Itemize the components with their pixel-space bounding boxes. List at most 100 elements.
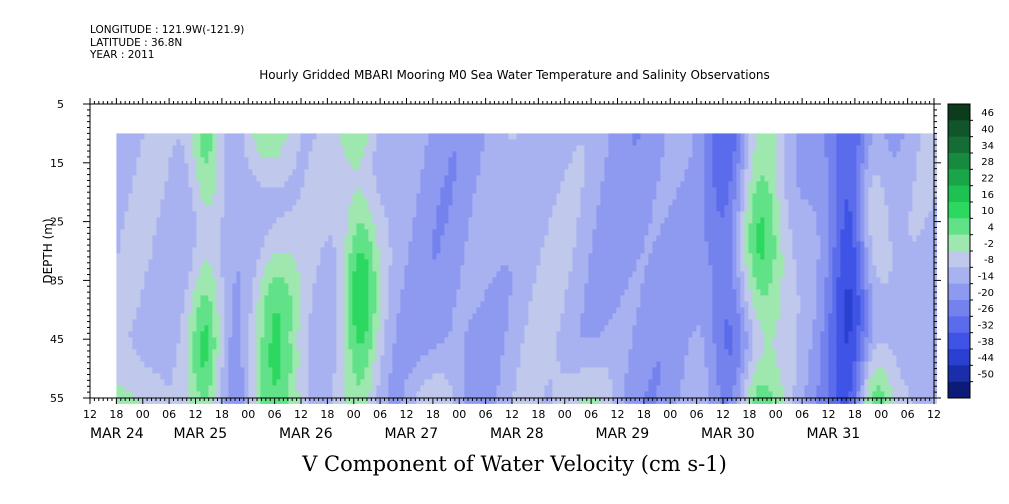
heatmap-cell xyxy=(296,277,301,284)
heatmap-cell xyxy=(492,355,497,362)
heatmap-cell xyxy=(436,139,441,146)
heatmap-cell xyxy=(272,145,277,152)
heatmap-cell xyxy=(224,307,229,314)
heatmap-cell xyxy=(376,133,381,140)
heatmap-cell xyxy=(268,229,273,236)
heatmap-cell xyxy=(248,295,253,302)
heatmap-cell xyxy=(552,265,557,272)
heatmap-cell xyxy=(332,163,337,170)
heatmap-cell xyxy=(308,295,313,302)
heatmap-cell xyxy=(168,151,173,158)
heatmap-cell xyxy=(316,217,321,224)
heatmap-cell xyxy=(456,391,461,398)
heatmap-cell xyxy=(392,283,397,290)
heatmap-cell xyxy=(144,301,149,308)
heatmap-cell xyxy=(504,211,509,218)
heatmap-cell xyxy=(316,289,321,296)
heatmap-cell xyxy=(476,397,481,404)
heatmap-cell xyxy=(240,235,245,242)
heatmap-cell xyxy=(536,277,541,284)
heatmap-cell xyxy=(436,157,441,164)
heatmap-cell xyxy=(384,247,389,254)
heatmap-cell xyxy=(424,223,429,230)
heatmap-cell xyxy=(312,181,317,188)
heatmap-cell xyxy=(120,337,125,344)
heatmap-cell xyxy=(164,175,169,182)
heatmap-cell xyxy=(396,307,401,314)
heatmap-cell xyxy=(316,259,321,266)
heatmap-cell xyxy=(484,277,489,284)
heatmap-cell xyxy=(324,163,329,170)
heatmap-cell xyxy=(148,367,153,374)
heatmap-cell xyxy=(500,319,505,326)
heatmap-cell xyxy=(520,343,525,350)
heatmap-cell xyxy=(260,277,265,284)
heatmap-cell xyxy=(140,271,145,278)
heatmap-cell xyxy=(304,223,309,230)
heatmap-cell xyxy=(164,217,169,224)
heatmap-cell xyxy=(484,241,489,248)
heatmap-cell xyxy=(180,229,185,236)
heatmap-cell xyxy=(228,193,233,200)
heatmap-cell xyxy=(380,331,385,338)
heatmap-cell xyxy=(524,373,529,380)
heatmap-cell xyxy=(164,199,169,206)
heatmap-cell xyxy=(120,139,125,146)
heatmap-cell xyxy=(512,379,517,386)
heatmap-cell xyxy=(144,313,149,320)
heatmap-cell xyxy=(540,325,545,332)
heatmap-cell xyxy=(164,367,169,374)
heatmap-cell xyxy=(312,175,317,182)
heatmap-cell xyxy=(476,181,481,188)
heatmap-cell xyxy=(304,175,309,182)
heatmap-cell xyxy=(556,133,561,140)
heatmap-cell xyxy=(200,283,205,290)
heatmap-cell xyxy=(248,151,253,158)
heatmap-cell xyxy=(500,259,505,266)
heatmap-cell xyxy=(208,199,213,206)
heatmap-cell xyxy=(496,271,501,278)
heatmap-cell xyxy=(496,295,501,302)
heatmap-cell xyxy=(128,283,133,290)
heatmap-cell xyxy=(544,355,549,362)
heatmap-cell xyxy=(224,349,229,356)
heatmap-cell xyxy=(188,271,193,278)
heatmap-cell xyxy=(500,385,505,392)
heatmap-cell xyxy=(260,193,265,200)
heatmap-cell xyxy=(188,163,193,170)
heatmap-cell xyxy=(508,337,513,344)
heatmap-cell xyxy=(160,391,165,398)
heatmap-cell xyxy=(260,343,265,350)
heatmap-cell xyxy=(472,307,477,314)
heatmap-cell xyxy=(440,301,445,308)
heatmap-cell xyxy=(520,181,525,188)
heatmap-cell xyxy=(532,391,537,398)
heatmap-cell xyxy=(284,337,289,344)
heatmap-cell xyxy=(292,223,297,230)
heatmap-cell xyxy=(528,157,533,164)
heatmap-cell xyxy=(472,175,477,182)
heatmap-cell xyxy=(476,229,481,236)
heatmap-cell xyxy=(548,265,553,272)
heatmap-cell xyxy=(536,331,541,338)
heatmap-cell xyxy=(432,283,437,290)
heatmap-cell xyxy=(116,253,121,260)
heatmap-cell xyxy=(476,193,481,200)
heatmap-cell xyxy=(276,211,281,218)
heatmap-cell xyxy=(248,391,253,398)
heatmap-cell xyxy=(324,379,329,386)
heatmap-cell xyxy=(360,337,365,344)
heatmap-cell xyxy=(128,271,133,278)
heatmap-cell xyxy=(212,235,217,242)
heatmap-cell xyxy=(208,313,213,320)
heatmap-cell xyxy=(552,277,557,284)
heatmap-cell xyxy=(388,241,393,248)
heatmap-cell xyxy=(116,163,121,170)
heatmap-cell xyxy=(328,277,333,284)
heatmap-cell xyxy=(376,265,381,272)
heatmap-cell xyxy=(424,211,429,218)
heatmap-cell xyxy=(324,295,329,302)
heatmap-cell xyxy=(300,277,305,284)
heatmap-cell xyxy=(468,265,473,272)
heatmap-cell xyxy=(220,217,225,224)
